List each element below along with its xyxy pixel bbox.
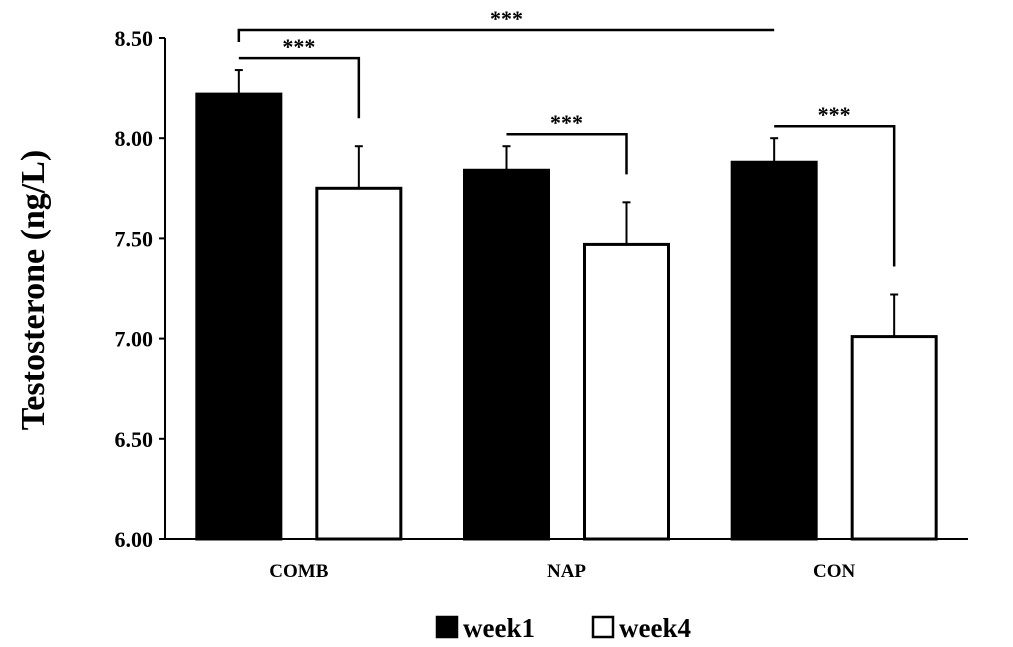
category-label-con: CON (813, 561, 856, 582)
significance-bracket (506, 132, 628, 175)
axes: 6.00 6.50 7.00 7.50 8.00 8.50 COMB NAP CON (115, 26, 968, 582)
legend: week1 week4 (435, 613, 691, 643)
bar-week4-comb (315, 186, 403, 541)
y-tick-label: 7.00 (115, 327, 154, 352)
significance-markers: *** *** *** *** (237, 6, 896, 267)
y-tick-label: 6.00 (115, 527, 154, 552)
significance-bracket (238, 56, 361, 119)
bar-week1-comb (195, 92, 283, 541)
legend-label-week4: week4 (619, 613, 691, 643)
category-label-nap: NAP (547, 561, 586, 582)
significance-label: *** (282, 34, 315, 59)
legend-swatch-week4 (591, 615, 615, 639)
y-tick-label: 8.00 (115, 126, 154, 151)
y-tick-label: 7.50 (115, 226, 154, 251)
y-tick-label: 6.50 (115, 427, 154, 452)
bar-week1-con (730, 160, 818, 541)
y-axis-title: Testosterone (ng/L) (15, 150, 52, 431)
bar-week1-nap (463, 168, 550, 541)
significance-label: *** (490, 6, 523, 31)
significance-bracket (237, 28, 775, 42)
significance-label: *** (818, 102, 851, 127)
significance-bracket (774, 124, 896, 267)
legend-label-week1: week1 (463, 613, 535, 643)
bar-week4-nap (583, 242, 670, 541)
bars (195, 69, 938, 541)
significance-label: *** (550, 110, 583, 135)
y-tick-label: 8.50 (115, 26, 154, 51)
legend-swatch-week1 (435, 615, 459, 639)
bar-week4-con (850, 335, 938, 541)
category-label-comb: COMB (269, 561, 328, 582)
